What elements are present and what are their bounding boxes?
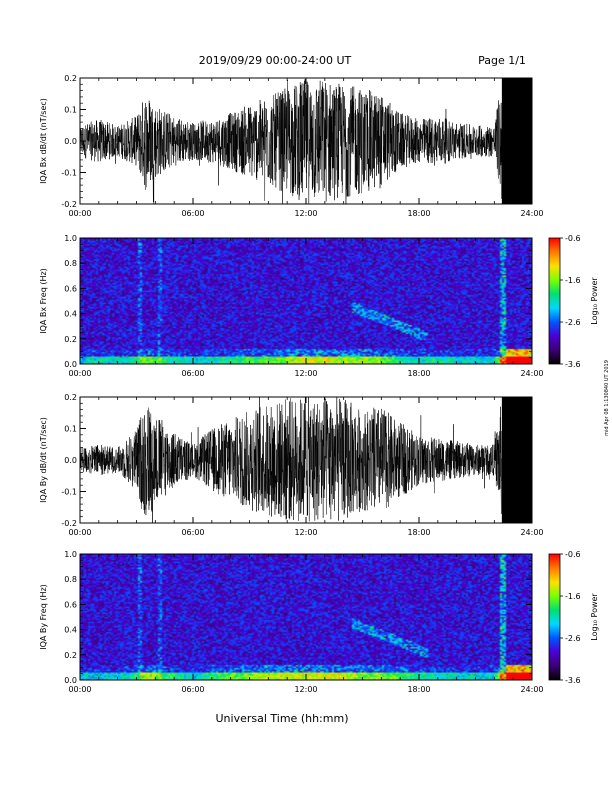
y-tick-label: 0.1 [64, 425, 77, 434]
x-tick-label: 06:00 [181, 369, 204, 378]
x-tick-label: 06:00 [181, 209, 204, 218]
y-tick-label: 0.2 [64, 335, 77, 344]
colorbar-tick-label: -3.6 [565, 676, 581, 685]
colorbar-tick-label: -2.6 [565, 318, 581, 327]
y-tick-label: 0.8 [64, 575, 77, 584]
x-tick-label: 06:00 [181, 528, 204, 537]
by-colorbar-ticks: -0.6 -1.6 -2.6 -3.6 [560, 550, 581, 685]
y-tick-label: -0.1 [61, 169, 77, 178]
x-tick-label: 18:00 [407, 685, 430, 694]
dbdt-line [80, 397, 532, 523]
by-dbdt-ylabel: IQA By dB/dt (nT/sec) [39, 417, 48, 503]
x-tick-label: 18:00 [407, 369, 430, 378]
bx-spectrogram-image [80, 238, 532, 364]
y-tick-label: 0.2 [64, 74, 77, 83]
x-tick-label: 00:00 [68, 685, 91, 694]
x-tick-label: 18:00 [407, 209, 430, 218]
x-tick-label: 00:00 [68, 369, 91, 378]
dbdt-line [80, 78, 532, 204]
y-tick-label: 0.0 [64, 676, 77, 685]
x-tick-label: 00:00 [68, 209, 91, 218]
by-spectrogram-ylabel: IQA By Freq (Hz) [39, 584, 48, 650]
bx-colorbar-label: Log₁₀ Power [590, 277, 599, 325]
y-tick-label: -0.2 [61, 519, 77, 528]
y-tick-label: 1.0 [64, 234, 77, 243]
bx-spectrogram-ylabel: IQA Bx Freq (Hz) [39, 268, 48, 334]
bx-dbdt-trace [80, 78, 532, 204]
bx-dbdt-axes: 00:00 06:00 12:00 18:00 24:00 -0.2 -0.1 0.0 0.1 0… [61, 74, 543, 218]
by-colorbar-label: Log₁₀ Power [590, 593, 599, 641]
y-tick-label: 0.0 [64, 456, 77, 465]
y-tick-label: -0.1 [61, 488, 77, 497]
side-stamp: mid Apr 08 1:130840 UT 2019 [604, 360, 610, 436]
y-tick-label: 0.0 [64, 360, 77, 369]
y-tick-label: 0.1 [64, 106, 77, 115]
bx-spectrogram-axes: 00:00 06:00 12:00 18:00 24:00 0.0 0.2 0.4 0.6 0.8… [64, 234, 543, 378]
colorbar-tick-label: -1.6 [565, 592, 581, 601]
x-tick-label: 24:00 [520, 209, 543, 218]
y-tick-label: 0.2 [64, 393, 77, 402]
y-tick-label: 0.8 [64, 259, 77, 268]
by-spectrogram-axes: 00:00 06:00 12:00 18:00 24:00 0.0 0.2 0.4 0.6 0.8… [64, 550, 543, 694]
colorbar-tick-label: -2.6 [565, 634, 581, 643]
x-tick-label: 24:00 [520, 369, 543, 378]
bx-spectrogram-panel: 00:00 06:00 12:00 18:00 24:00 0.0 0.2 0.4 0.6 0.8… [39, 234, 599, 378]
colorbar-tick-label: -0.6 [565, 550, 581, 559]
x-tick-label: 12:00 [294, 685, 317, 694]
bx-dbdt-ylabel: IQA Bx dB/dt (nT/sec) [39, 98, 48, 184]
y-tick-label: 0.2 [64, 651, 77, 660]
figure-title: 2019/09/29 00:00-24:00 UT [199, 54, 352, 67]
by-colorbar [548, 553, 561, 681]
y-tick-label: 0.4 [64, 626, 77, 635]
y-tick-label: 0.4 [64, 310, 77, 319]
by-spectrogram-image [80, 554, 532, 680]
by-dbdt-axes: 00:00 06:00 12:00 18:00 24:00 -0.2 -0.1 0.0 0.1 0… [61, 393, 543, 537]
by-dbdt-panel: 00:00 06:00 12:00 18:00 24:00 -0.2 -0.1 0.0 0.1 0… [39, 393, 544, 537]
bx-colorbar [548, 237, 561, 365]
x-tick-label: 06:00 [181, 685, 204, 694]
x-tick-label: 12:00 [294, 369, 317, 378]
x-tick-label: 18:00 [407, 528, 430, 537]
y-tick-label: 0.6 [64, 600, 77, 609]
page-number: Page 1/1 [478, 54, 526, 67]
colorbar-tick-label: -1.6 [565, 276, 581, 285]
y-tick-label: 0.0 [64, 137, 77, 146]
bx-colorbar-ticks: -0.6 -1.6 -2.6 -3.6 [560, 234, 581, 369]
y-tick-label: 1.0 [64, 550, 77, 559]
by-dbdt-trace [80, 397, 532, 523]
x-axis-label: Universal Time (hh:mm) [216, 712, 349, 725]
y-tick-label: -0.2 [61, 200, 77, 209]
x-tick-label: 00:00 [68, 528, 91, 537]
colorbar-tick-label: -0.6 [565, 234, 581, 243]
by-spectrogram-panel: 00:00 06:00 12:00 18:00 24:00 0.0 0.2 0.4 0.6 0.8… [39, 550, 599, 694]
x-tick-label: 24:00 [520, 685, 543, 694]
bx-dbdt-panel: 00:00 06:00 12:00 18:00 24:00 -0.2 -0.1 0.0 0.1 0… [39, 74, 544, 218]
x-tick-label: 24:00 [520, 528, 543, 537]
x-tick-label: 12:00 [294, 528, 317, 537]
x-tick-label: 12:00 [294, 209, 317, 218]
colorbar-tick-label: -3.6 [565, 360, 581, 369]
y-tick-label: 0.6 [64, 284, 77, 293]
